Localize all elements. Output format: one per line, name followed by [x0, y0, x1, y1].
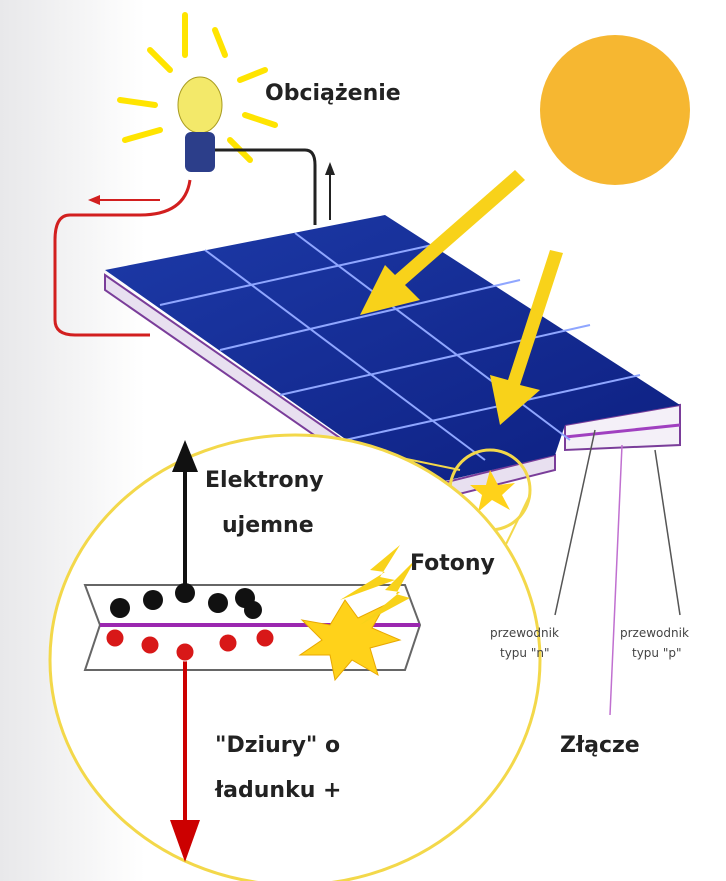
bulb — [178, 77, 222, 133]
p-type-label: przewodnik — [620, 626, 689, 640]
n-type-label: typu "n" — [500, 646, 550, 660]
bulb-base — [185, 132, 215, 172]
holes-label: ładunku + — [214, 778, 341, 803]
sun — [540, 35, 690, 185]
photons-label: Fotony — [410, 551, 495, 576]
junction-label: Złącze — [560, 733, 640, 758]
p-type-label: typu "p" — [632, 646, 682, 660]
solar-cell-diagram: Obciążenie Elektrony — [0, 0, 726, 881]
electrons-label: ujemne — [222, 513, 314, 538]
load-label: Obciążenie — [265, 81, 401, 106]
electrons-label: Elektrony — [205, 468, 324, 493]
n-type-label: przewodnik — [490, 626, 559, 640]
holes-label: "Dziury" o — [215, 733, 340, 758]
